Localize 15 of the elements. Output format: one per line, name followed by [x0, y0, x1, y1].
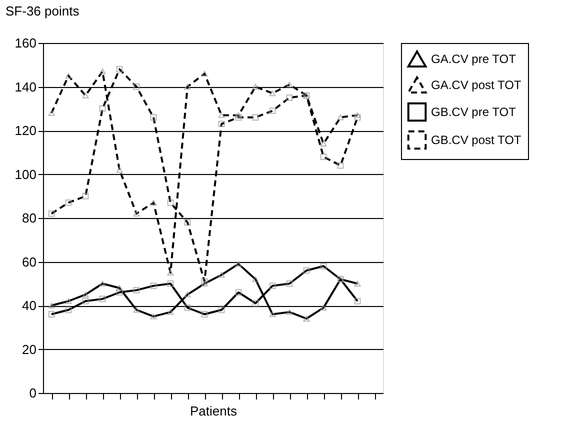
y-tick-label: 120 [14, 123, 36, 138]
y-tick-label: 0 [29, 386, 36, 400]
legend-label: GA.CV pre TOT [431, 52, 517, 66]
y-axis-title: SF-36 points [6, 4, 80, 18]
y-tick-label: 140 [14, 79, 36, 94]
y-tick-label: 160 [14, 36, 36, 50]
y-tick-label: 100 [14, 166, 36, 182]
x-axis-title: Patients [190, 404, 238, 418]
y-tick-label: 80 [22, 210, 36, 226]
legend-label: GA.CV post TOT [431, 78, 522, 92]
legend-label: GB.CV post TOT [431, 133, 522, 147]
legend-label: GB.CV pre TOT [431, 105, 517, 119]
y-tick-label: 20 [22, 342, 36, 357]
y-tick-label: 60 [22, 254, 36, 270]
y-tick-label: 40 [22, 298, 36, 313]
